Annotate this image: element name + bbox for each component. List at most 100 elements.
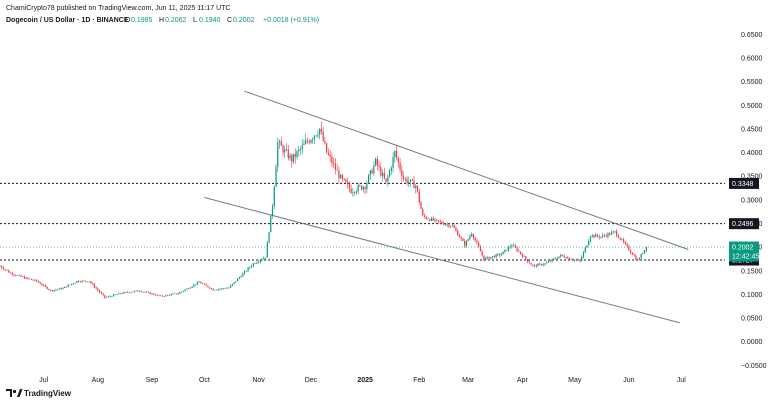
candle (460, 236, 462, 241)
candle-body (633, 254, 635, 256)
candle (439, 219, 441, 225)
candle (280, 136, 282, 146)
candle (165, 294, 167, 297)
candle (579, 259, 581, 263)
candle-body (516, 247, 518, 252)
candle-body (193, 284, 195, 287)
candle (1, 265, 3, 269)
candle (41, 282, 43, 287)
candle-body (589, 236, 592, 242)
candle-body (273, 186, 275, 207)
candle-body (415, 185, 417, 189)
candle-body (121, 293, 123, 294)
candle (22, 276, 24, 278)
candle-body (638, 258, 641, 260)
candle (6, 269, 8, 272)
candle-body (156, 294, 158, 296)
candle-body (497, 254, 499, 255)
candle (275, 163, 277, 187)
candle-body (345, 179, 347, 183)
candle-body (593, 235, 595, 237)
candle-body (195, 284, 197, 286)
candle-body (595, 234, 597, 237)
candle-body (23, 276, 26, 279)
candle-body (132, 291, 134, 293)
candle (568, 257, 571, 260)
candle (322, 127, 324, 142)
candle-body (84, 280, 87, 282)
candle (544, 262, 546, 267)
candle-body (374, 158, 377, 166)
candle (558, 256, 560, 259)
candle-body (128, 292, 130, 293)
candle-body (395, 150, 398, 158)
candle-body (354, 192, 356, 193)
candle (605, 233, 607, 238)
candle (387, 174, 389, 187)
x-tick-label: Jun (623, 377, 634, 384)
y-tick-label: 0.1000 (741, 292, 763, 299)
candle (198, 280, 200, 283)
candle-body (198, 281, 200, 283)
candle-body (631, 252, 634, 255)
candle (263, 256, 265, 260)
candle-body (472, 234, 475, 239)
candle-body (299, 148, 302, 150)
candle (13, 273, 15, 277)
candle-body (102, 293, 104, 296)
candle (209, 286, 211, 290)
candle-body (16, 275, 19, 276)
candle-body (579, 259, 581, 261)
candle (610, 229, 613, 235)
candle (630, 248, 632, 255)
candle (388, 168, 391, 178)
candle-body (93, 284, 95, 288)
candle-body (450, 226, 452, 227)
candle-body (217, 289, 219, 290)
candle (67, 283, 69, 288)
candle-body (478, 242, 480, 247)
candle (430, 216, 433, 222)
candle (39, 281, 41, 285)
candle (479, 244, 482, 252)
candle (516, 246, 518, 253)
candle (603, 233, 606, 238)
candle (72, 282, 74, 285)
candle (619, 237, 621, 241)
candle (271, 203, 274, 219)
candle (202, 282, 204, 285)
symbol-title: Dogecoin / US Dollar · 1D · BINANCE (6, 17, 129, 24)
candle-body (48, 289, 50, 290)
candle-body (519, 251, 522, 254)
candle-body (616, 231, 618, 236)
candle-body (11, 272, 13, 275)
candle-body (266, 242, 268, 258)
candle-body (216, 289, 218, 291)
candle-body (27, 277, 29, 279)
candle-body (347, 182, 349, 185)
candle-body (257, 261, 260, 263)
candle (546, 261, 548, 264)
candle-body (486, 256, 489, 258)
candle-body (135, 290, 137, 292)
candle-body (502, 251, 504, 255)
candle-body (2, 267, 5, 270)
candle-body (324, 140, 326, 144)
candle (210, 287, 212, 290)
candle (397, 156, 399, 168)
candle-body (263, 257, 265, 260)
candle (30, 278, 33, 280)
candle-body (539, 263, 541, 265)
candle (514, 243, 516, 249)
candle-body (172, 293, 174, 295)
candle (336, 163, 338, 171)
ohlc-readout: O 0.1985 H 0.2062 L 0.1940 C 0.2002 +0.0018 (+0.… (125, 17, 319, 24)
candle-body (254, 263, 256, 265)
candle-body (160, 295, 162, 297)
candle (547, 259, 550, 263)
candle (464, 238, 466, 248)
candle-body (114, 294, 116, 296)
candle-body (29, 278, 31, 280)
